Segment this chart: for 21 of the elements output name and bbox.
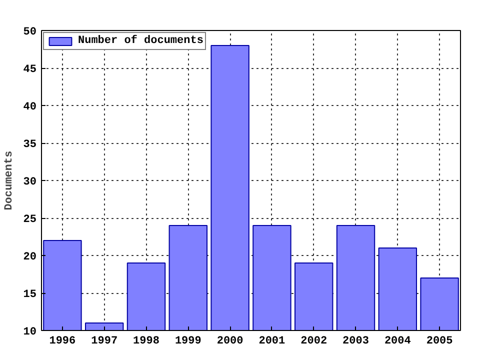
y-tick-label: 45 bbox=[23, 64, 37, 76]
x-tick-label: 1998 bbox=[133, 336, 160, 348]
y-tick-label: 50 bbox=[23, 26, 36, 38]
y-tick-label: 40 bbox=[23, 102, 36, 114]
x-tick-label: 2001 bbox=[258, 336, 286, 348]
y-tick-label: 15 bbox=[23, 289, 37, 301]
x-tick-label: 1997 bbox=[91, 336, 118, 348]
y-tick-label: 30 bbox=[23, 176, 36, 188]
y-tick-label: 20 bbox=[23, 252, 36, 264]
x-tick-label: 2003 bbox=[342, 336, 370, 348]
y-tick-label: 25 bbox=[23, 214, 37, 226]
y-axis-title: Documents bbox=[3, 150, 16, 210]
x-tick-label: 2004 bbox=[384, 336, 412, 348]
x-tick-label: 2000 bbox=[216, 336, 244, 348]
x-tick-label: 2002 bbox=[300, 336, 328, 348]
x-tick-label: 1996 bbox=[49, 336, 76, 348]
y-tick-label: 10 bbox=[23, 326, 36, 338]
y-tick-label: 35 bbox=[23, 139, 37, 151]
x-tick-label: 1999 bbox=[174, 336, 202, 348]
legend-label: Number of documents bbox=[78, 35, 204, 47]
x-tick-label: 2005 bbox=[426, 336, 454, 348]
